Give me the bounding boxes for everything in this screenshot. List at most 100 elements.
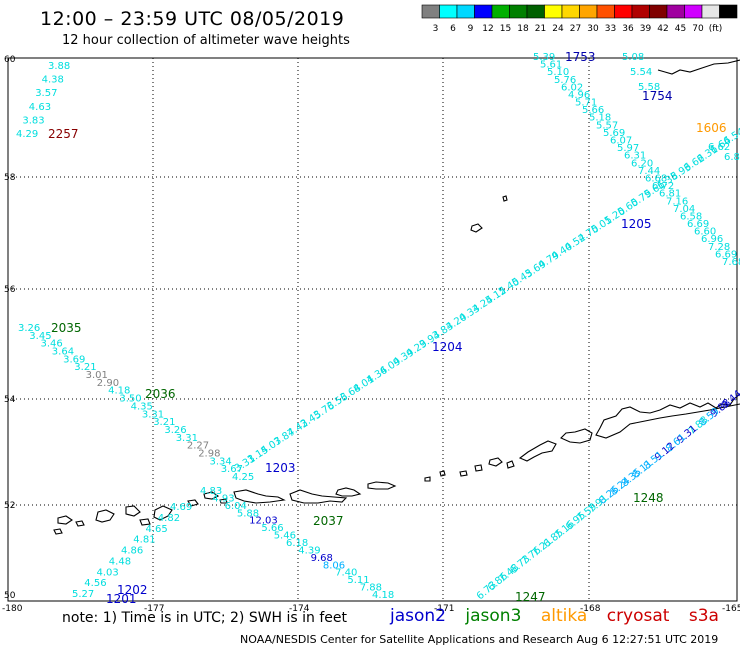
islands-four-mountains <box>474 457 515 472</box>
scale-label: 33 <box>605 24 616 34</box>
scale-label: 36 <box>622 24 634 34</box>
swh-value: 6.72 <box>652 181 674 192</box>
swh-value: 4.25 <box>232 472 254 483</box>
swh-value: 6.04 <box>225 501 247 512</box>
swh-value: 4.69 <box>170 502 192 513</box>
track-2257-swh-values: 3.88 4.38 3.57 4.63 3.83 4.29 <box>16 61 70 140</box>
swh-value: 6.31 <box>624 151 646 162</box>
gareloi-coast <box>187 499 199 507</box>
swh-value: 6.18 <box>286 538 308 549</box>
swh-value: 3.57 <box>35 88 57 99</box>
swh-value: 3.67 <box>221 464 243 475</box>
lat-label-56: 56 <box>4 285 16 295</box>
track-1754-swh-values: 5.08 5.54 5.58 <box>622 52 660 93</box>
map-subtitle: 12 hour collection of altimeter wave hei… <box>62 33 350 48</box>
swh-value: 5.57 <box>596 120 618 131</box>
lat-label-52: 52 <box>4 501 15 511</box>
rat-islands <box>125 505 151 526</box>
lat-label-58: 58 <box>4 173 16 183</box>
swh-value: 7.40 <box>335 568 357 579</box>
swh-value: 5.69 <box>603 128 625 139</box>
swh-value: 4.93 <box>212 493 234 504</box>
scale-label: 45 <box>675 24 686 34</box>
scale-label: 12 <box>482 24 493 34</box>
alaska-peninsula-coast <box>657 59 740 75</box>
swh-value: 7.04 <box>673 204 695 215</box>
swh-value: 6.62 <box>708 142 730 153</box>
wave-height-color-scale: 3 6 9 12 15 18 21 24 27 30 33 36 39 42 45 70 (ft) <box>421 4 738 34</box>
adak-coast <box>289 489 348 504</box>
swh-value: 2.27 <box>187 441 209 452</box>
swh-value: 5.46 <box>274 531 296 542</box>
swh-value: 5.27 <box>72 589 94 600</box>
swh-value: 6.69 <box>687 219 709 230</box>
swh-value: 4.63 <box>29 102 51 113</box>
swh-value: 3.21 <box>153 417 175 428</box>
swh-value: 3.88 <box>48 61 70 72</box>
swh-value: 6.81 <box>659 189 681 200</box>
scale-label: 39 <box>640 24 652 34</box>
time-label-1606: 1606 <box>696 121 727 135</box>
swh-value: 4.56 <box>84 578 106 589</box>
swh-value: 5.18 <box>589 113 611 124</box>
time-label-2036: 2036 <box>145 387 176 401</box>
swh-value: 4.39 <box>298 545 320 556</box>
swh-value: 5.08 <box>622 52 644 63</box>
scale-label: 18 <box>517 24 529 34</box>
scale-label: 24 <box>552 24 564 34</box>
track-1202-swh-values: 4.694.824.654.814.864.484.034.565.27 <box>72 502 192 600</box>
scale-swatch <box>719 4 738 19</box>
sat-jason2: jason2 <box>390 606 446 626</box>
time-label-2257: 2257 <box>48 127 79 141</box>
swh-value: 3.01 <box>86 370 108 381</box>
pribilof-islands <box>470 195 508 233</box>
swh-value: 2.98 <box>198 449 220 460</box>
swh-value: 3.69 <box>63 354 85 365</box>
swh-value: 5.66 <box>261 523 283 534</box>
swh-value: 6.89 <box>724 152 740 163</box>
swh-value: 3.21 <box>74 362 96 373</box>
atka-coast <box>335 487 362 497</box>
swh-value: 6.60 <box>694 227 716 238</box>
scale-label: 9 <box>468 24 474 34</box>
near-islands <box>53 515 85 535</box>
time-label-1204: 1204 <box>432 340 463 354</box>
swh-value: 6.68 <box>645 174 667 185</box>
time-label-1248: 1248 <box>633 491 664 505</box>
time-label-1201: 1201 <box>106 592 137 606</box>
graticule <box>8 58 737 601</box>
lon-label-177: -177 <box>144 604 164 614</box>
swh-value: 5.88 <box>237 508 259 519</box>
swh-value: 3.26 <box>164 425 186 436</box>
swh-value: 7.68 <box>722 257 740 268</box>
time-label-1205: 1205 <box>621 217 652 231</box>
swh-value: 7.28 <box>708 242 730 253</box>
islands-of-four-small <box>424 470 468 482</box>
swh-value: 5.54 <box>630 67 652 78</box>
swh-value: 6.58 <box>680 211 702 222</box>
scale-label: 3 <box>433 24 439 34</box>
swh-value: 5.11 <box>347 575 369 586</box>
footer-note: note: 1) Time is in UTC; 2) SWH is in fe… <box>62 610 348 626</box>
scale-label: (ft) <box>709 24 723 34</box>
swh-value: 7.16 <box>666 196 688 207</box>
scale-label: 15 <box>500 24 511 34</box>
swh-value: 3.64 <box>52 347 74 358</box>
swh-value: 12.03 <box>249 516 278 527</box>
footer-credit: NOAA/NESDIS Center for Satellite Applica… <box>240 633 719 646</box>
swh-value: 5.76 <box>554 75 576 86</box>
lon-label-174: -174 <box>289 604 310 614</box>
scale-label: 70 <box>692 24 704 34</box>
time-label-1754: 1754 <box>642 89 673 103</box>
swh-value: 9.68 <box>311 553 333 564</box>
swh-value: 4.65 <box>146 524 168 535</box>
swh-value: 6.69 <box>715 249 737 260</box>
scale-label: 30 <box>587 24 599 34</box>
map-title: 12:00 – 23:59 UTC 08/05/2019 <box>40 8 345 30</box>
scale-label: 21 <box>535 24 546 34</box>
swh-value: 5.10 <box>547 67 569 78</box>
amlia-coast <box>367 481 397 490</box>
swh-value: 4.48 <box>109 556 131 567</box>
swh-value: 2.90 <box>97 378 119 389</box>
delarof-islands <box>203 491 228 504</box>
